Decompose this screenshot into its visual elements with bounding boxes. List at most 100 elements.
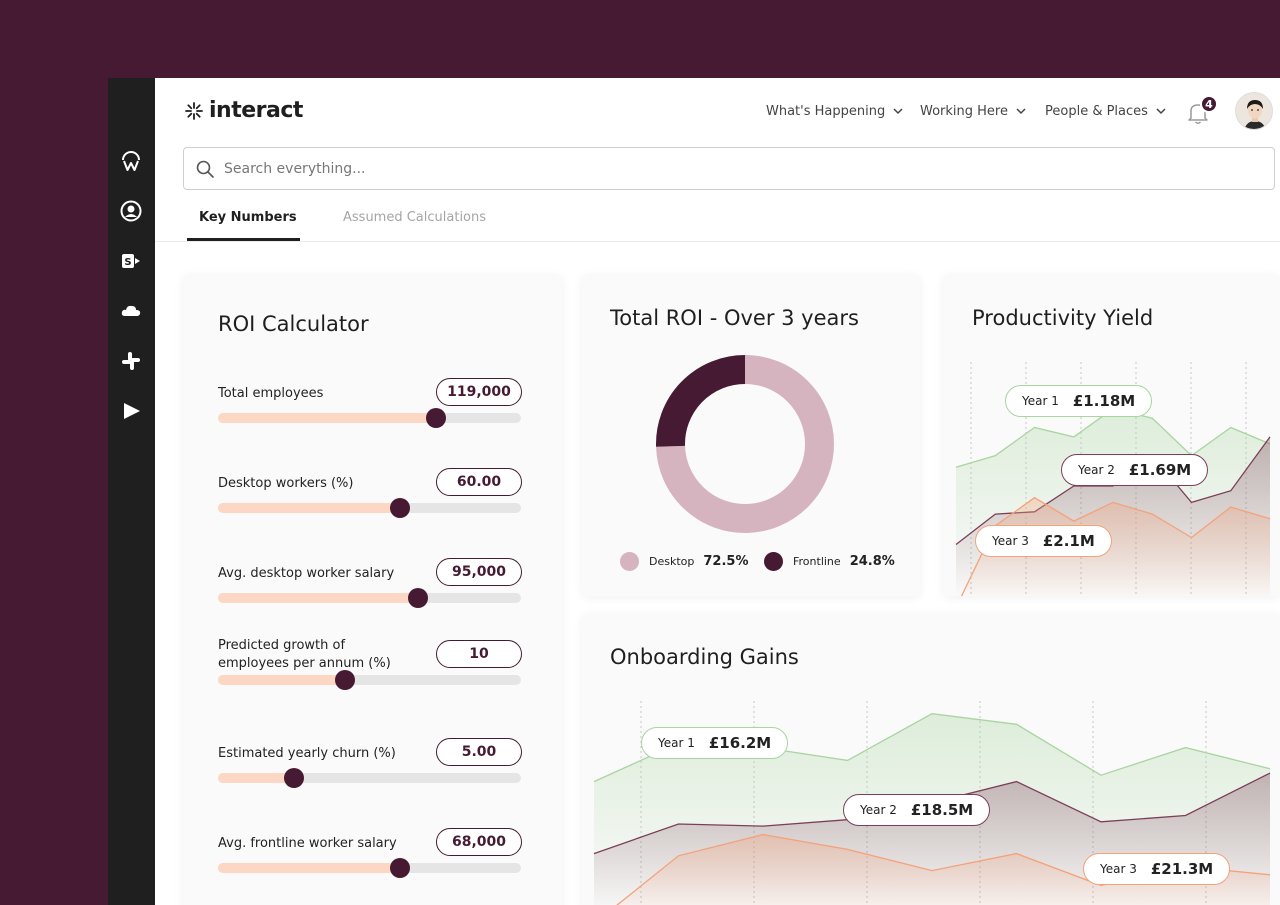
legend-swatch-frontline: [764, 552, 783, 571]
legend-label-desktop: Desktop: [649, 555, 695, 568]
tab-key-numbers[interactable]: Key Numbers: [199, 210, 297, 225]
pill-year-label: Year 3: [1100, 862, 1137, 876]
slider-fill: [218, 675, 346, 685]
slider-thumb[interactable]: [283, 768, 304, 788]
brand-logo[interactable]: interact: [185, 98, 303, 123]
slider-label: Estimated yearly churn (%): [218, 746, 396, 761]
productivity-year2-pill: Year 2 £1.69M: [1061, 454, 1209, 486]
tab-assumed-calculations[interactable]: Assumed Calculations: [343, 210, 487, 225]
pill-year-label: Year 2: [1078, 463, 1115, 477]
slider-fill: [218, 863, 400, 873]
slider-value-field[interactable]: 5.00: [436, 738, 522, 766]
profile-icon[interactable]: [119, 199, 143, 223]
productivity-year1-pill: Year 1 £1.18M: [1005, 385, 1153, 417]
legend-value-desktop: 72.5%: [703, 554, 749, 569]
slider-label: Predicted growth of employees per annum …: [218, 638, 391, 671]
chevron-down-icon: [1016, 108, 1026, 115]
legend-label-frontline: Frontline: [793, 555, 841, 568]
slider-thumb[interactable]: [389, 498, 410, 518]
main-panel: interact What's Happening Working Here P…: [155, 78, 1280, 905]
onboarding-gains-title: Onboarding Gains: [610, 645, 799, 669]
interact-logo-icon: [185, 101, 203, 120]
onboarding-year1-pill: Year 1 £16.2M: [641, 727, 789, 759]
notification-badge: 4: [1200, 95, 1218, 113]
sharepoint-icon[interactable]: S: [119, 249, 143, 273]
workplace-icon[interactable]: [119, 150, 143, 174]
total-roi-title: Total ROI - Over 3 years: [610, 306, 859, 330]
total-roi-card: Total ROI - Over 3 years Desktop 72.5% F…: [582, 274, 920, 596]
search-icon: [196, 160, 214, 178]
productivity-year3-pill: Year 3 £2.1M: [975, 525, 1112, 557]
nav-item-label: People & Places: [1045, 104, 1148, 119]
productivity-yield-title: Productivity Yield: [972, 306, 1154, 330]
pill-value: £1.69M: [1128, 461, 1192, 479]
slider-value-field[interactable]: 10: [436, 640, 522, 668]
slider-thumb[interactable]: [389, 858, 410, 878]
nav-item-people-places[interactable]: People & Places: [1045, 104, 1166, 119]
area-fill-year-3: [956, 497, 1270, 596]
slider-value-field[interactable]: 119,000: [436, 378, 522, 406]
slider-value-field[interactable]: 60.00: [436, 468, 522, 496]
search-bar[interactable]: [183, 147, 1275, 190]
slider-label: Desktop workers (%): [218, 476, 354, 491]
roi-calculator-title: ROI Calculator: [218, 312, 369, 336]
slider-track[interactable]: [218, 498, 521, 518]
pill-year-label: Year 3: [992, 534, 1029, 548]
pill-value: £16.2M: [708, 734, 772, 752]
slider-track[interactable]: [218, 858, 521, 878]
slack-icon[interactable]: [119, 349, 143, 373]
slider-label: Avg. desktop worker salary: [218, 566, 395, 581]
slider-fill: [218, 593, 418, 603]
donut-slice-frontline[interactable]: [656, 355, 746, 447]
pill-year-label: Year 1: [658, 736, 695, 750]
slider-track[interactable]: [218, 670, 521, 690]
svg-text:S: S: [124, 257, 131, 268]
search-input[interactable]: [224, 160, 1124, 177]
slider-label: Avg. frontline worker salary: [218, 836, 397, 851]
series-line-year-3: [960, 496, 1271, 596]
nav-item-whats-happening[interactable]: What's Happening: [766, 104, 903, 119]
nav-item-label: What's Happening: [766, 104, 886, 119]
slider-track[interactable]: [218, 768, 521, 788]
tabs-divider: [155, 241, 1280, 242]
onboarding-year3-pill: Year 3 £21.3M: [1083, 853, 1231, 885]
pill-value: £2.1M: [1042, 532, 1095, 550]
slider-thumb[interactable]: [407, 588, 428, 608]
pill-year-label: Year 2: [860, 803, 897, 817]
slider-value-field[interactable]: 68,000: [436, 828, 522, 856]
pill-year-label: Year 1: [1022, 394, 1059, 408]
cloud-icon[interactable]: [119, 299, 143, 323]
onboarding-gains-card: Onboarding Gains Year 1 £16.2M Year 2 £1…: [582, 613, 1280, 905]
slider-fill: [218, 773, 294, 783]
chevron-down-icon: [893, 108, 903, 115]
app-window: S interact What's Happening: [108, 78, 1280, 905]
slider-fill: [218, 413, 437, 423]
slider-thumb[interactable]: [335, 670, 356, 690]
onboarding-year2-pill: Year 2 £18.5M: [843, 794, 991, 826]
slider-track[interactable]: [218, 408, 521, 428]
area-fill-year-3: [617, 834, 1270, 905]
donut-slice-desktop[interactable]: [656, 355, 834, 533]
nav-item-working-here[interactable]: Working Here: [920, 104, 1026, 119]
pill-value: £18.5M: [910, 801, 974, 819]
avatar[interactable]: [1235, 92, 1273, 130]
productivity-yield-card: Productivity Yield Year 1 £1.18M Year 2 …: [943, 274, 1280, 596]
roi-donut-chart: [656, 355, 834, 533]
pill-value: £21.3M: [1150, 860, 1214, 878]
brand-name: interact: [209, 98, 303, 123]
nav-item-label: Working Here: [920, 104, 1008, 119]
slider-value-field[interactable]: 95,000: [436, 558, 522, 586]
play-icon[interactable]: [119, 399, 143, 423]
app-rail: S: [108, 78, 155, 905]
pill-value: £1.18M: [1072, 392, 1136, 410]
legend-item-frontline: Frontline 24.8%: [764, 552, 895, 571]
active-tab-indicator: [187, 238, 300, 241]
slider-thumb[interactable]: [426, 408, 447, 428]
legend-value-frontline: 24.8%: [849, 554, 895, 569]
legend-item-desktop: Desktop 72.5%: [620, 552, 748, 571]
chevron-down-icon: [1156, 108, 1166, 115]
legend-swatch-desktop: [620, 552, 639, 571]
slider-label: Total employees: [218, 386, 324, 401]
series-line-year-2: [955, 436, 1271, 546]
slider-track[interactable]: [218, 588, 521, 608]
